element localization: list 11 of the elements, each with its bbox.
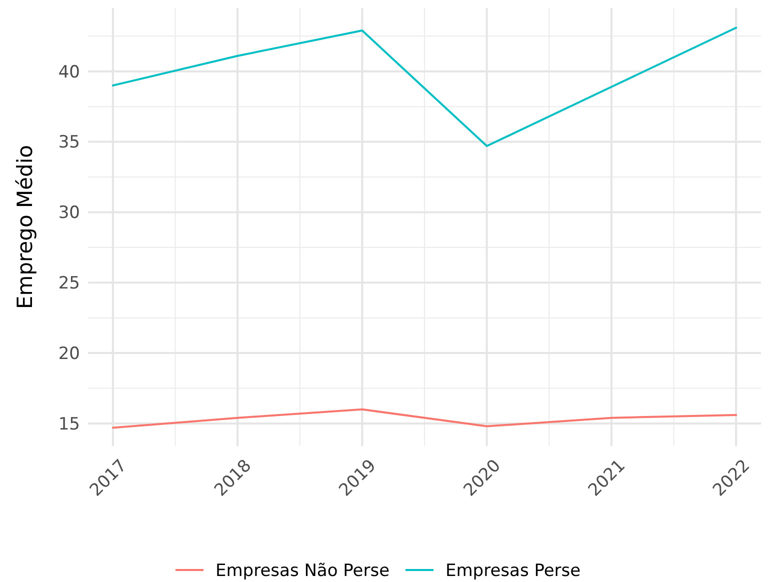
y-tick-label: 30 xyxy=(58,203,80,224)
legend-label: Empresas Perse xyxy=(446,560,581,581)
y-tick-label: 15 xyxy=(58,414,80,434)
line-series xyxy=(112,26,738,148)
y-tick-label: 40 xyxy=(58,62,80,82)
y-tick-label: 35 xyxy=(58,132,80,153)
y-axis-title: Emprego Médio xyxy=(13,144,37,310)
legend-label: Empresas Não Perse xyxy=(216,560,390,581)
y-tick-label: 25 xyxy=(58,274,80,294)
y-tick-label: 20 xyxy=(58,344,80,364)
line-series xyxy=(112,408,738,429)
